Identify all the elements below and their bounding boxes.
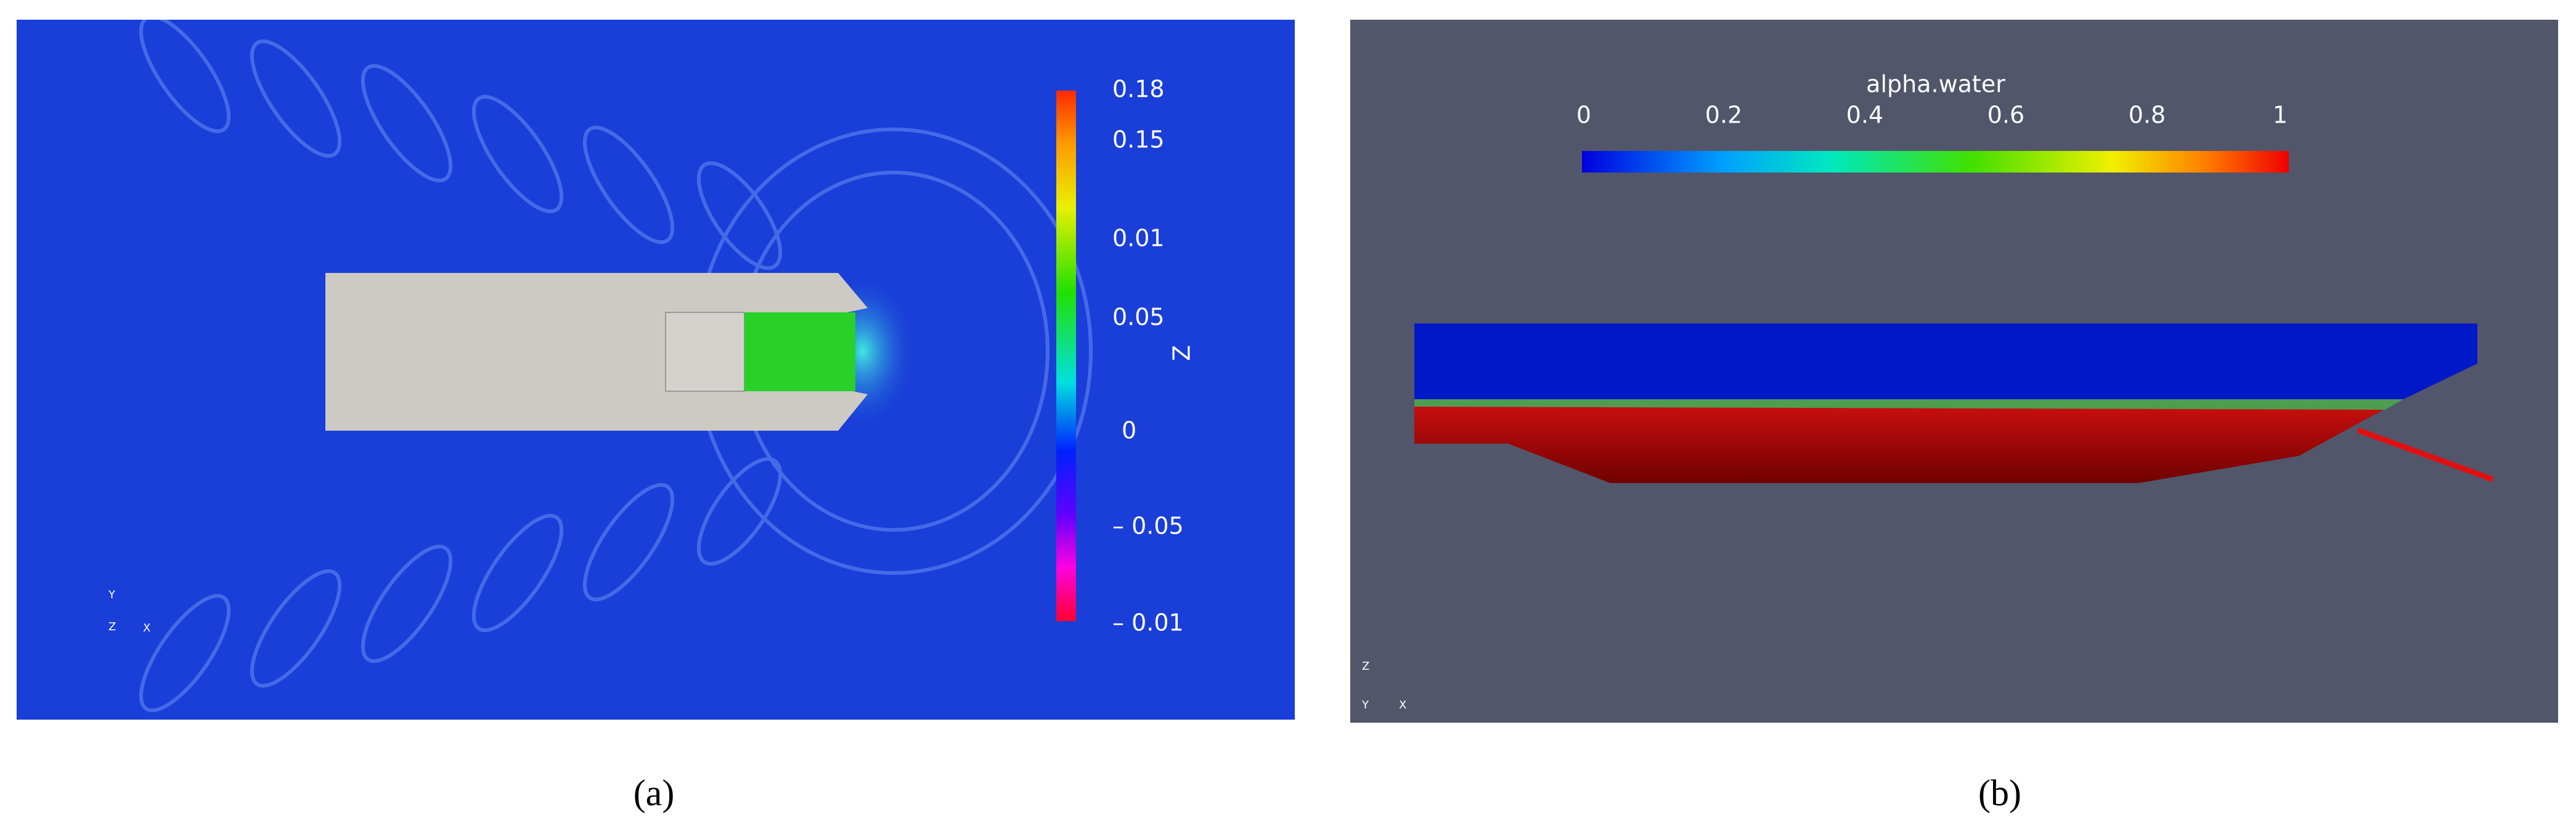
axis-triad-label: X bbox=[1399, 699, 1406, 712]
wake-line bbox=[2357, 427, 2494, 482]
colorbar-label: 0.05 bbox=[1112, 304, 1165, 331]
axis-triad-label: X bbox=[143, 622, 150, 635]
water-region bbox=[1414, 399, 2403, 483]
axis-triad-label: Z bbox=[108, 620, 116, 633]
axis-triad-label: Y bbox=[108, 588, 116, 601]
colorbar-label: 0.2 bbox=[1705, 102, 1742, 129]
panel-a: 0.18 0.15 0.01 0.05 0 – 0.05 – 0.01 Z Y … bbox=[17, 20, 1295, 720]
caption: (b) bbox=[1978, 773, 2021, 813]
colorbar-label: 0 bbox=[1576, 102, 1591, 129]
axis-triad-label: Y bbox=[1361, 699, 1369, 712]
caption: (a) bbox=[634, 773, 675, 813]
colorbar-label: 0 bbox=[1122, 417, 1136, 444]
interface-band bbox=[1414, 399, 2403, 410]
colorbar-label: 0.18 bbox=[1112, 76, 1165, 103]
colorbar-label: 0.01 bbox=[1112, 225, 1165, 252]
colorbar-label: – 0.05 bbox=[1112, 513, 1184, 540]
green-region bbox=[744, 312, 855, 391]
axis-triad-label: Z bbox=[1362, 660, 1369, 673]
colorbar-label: 0.8 bbox=[2129, 102, 2166, 129]
colorbar-label: 0.6 bbox=[1987, 102, 2024, 129]
colorbar-label: 0.15 bbox=[1112, 126, 1165, 153]
colorbar bbox=[1582, 151, 2289, 173]
colorbar-label: 0.4 bbox=[1846, 102, 1883, 129]
panel-b: alpha.water 0 0.2 0.4 0.6 0.8 1 Z Y X bbox=[1350, 20, 2558, 723]
colorbar bbox=[1056, 91, 1076, 621]
colorbar-title: Z bbox=[1168, 345, 1196, 361]
colorbar-label: – 0.01 bbox=[1112, 609, 1184, 636]
air-region bbox=[1414, 323, 2477, 399]
hull-part bbox=[665, 312, 745, 392]
colorbar-label: 1 bbox=[2273, 102, 2288, 129]
colorbar-title: alpha.water bbox=[1866, 71, 2005, 98]
